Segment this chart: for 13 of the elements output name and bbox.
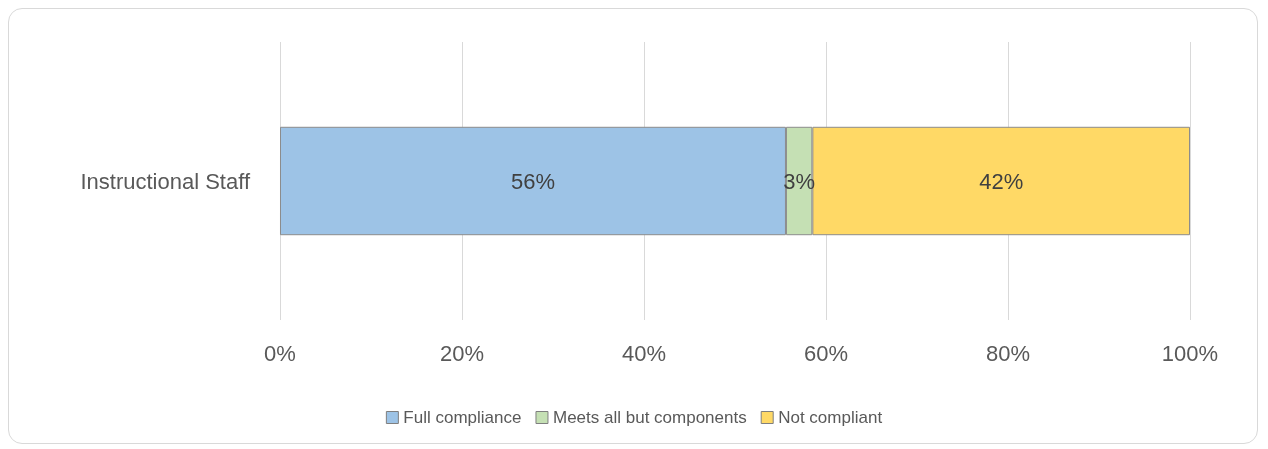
x-tick-label: 40%	[621, 340, 667, 366]
x-tick-label: 80%	[985, 340, 1031, 366]
legend-label: Full compliance	[403, 408, 522, 427]
data-label: 42%	[979, 168, 1024, 194]
legend-label: Meets all but components	[552, 408, 747, 427]
data-label: 56%	[510, 168, 555, 194]
data-label: 3%	[783, 168, 816, 194]
x-tick-label: 0%	[264, 340, 296, 366]
legend-label: Not compliant	[778, 408, 883, 427]
x-tick-label: 100%	[1161, 340, 1219, 366]
x-tick-label: 20%	[439, 340, 485, 366]
x-tick-label: 60%	[803, 340, 849, 366]
y-tick-label: Instructional Staff	[80, 168, 251, 194]
